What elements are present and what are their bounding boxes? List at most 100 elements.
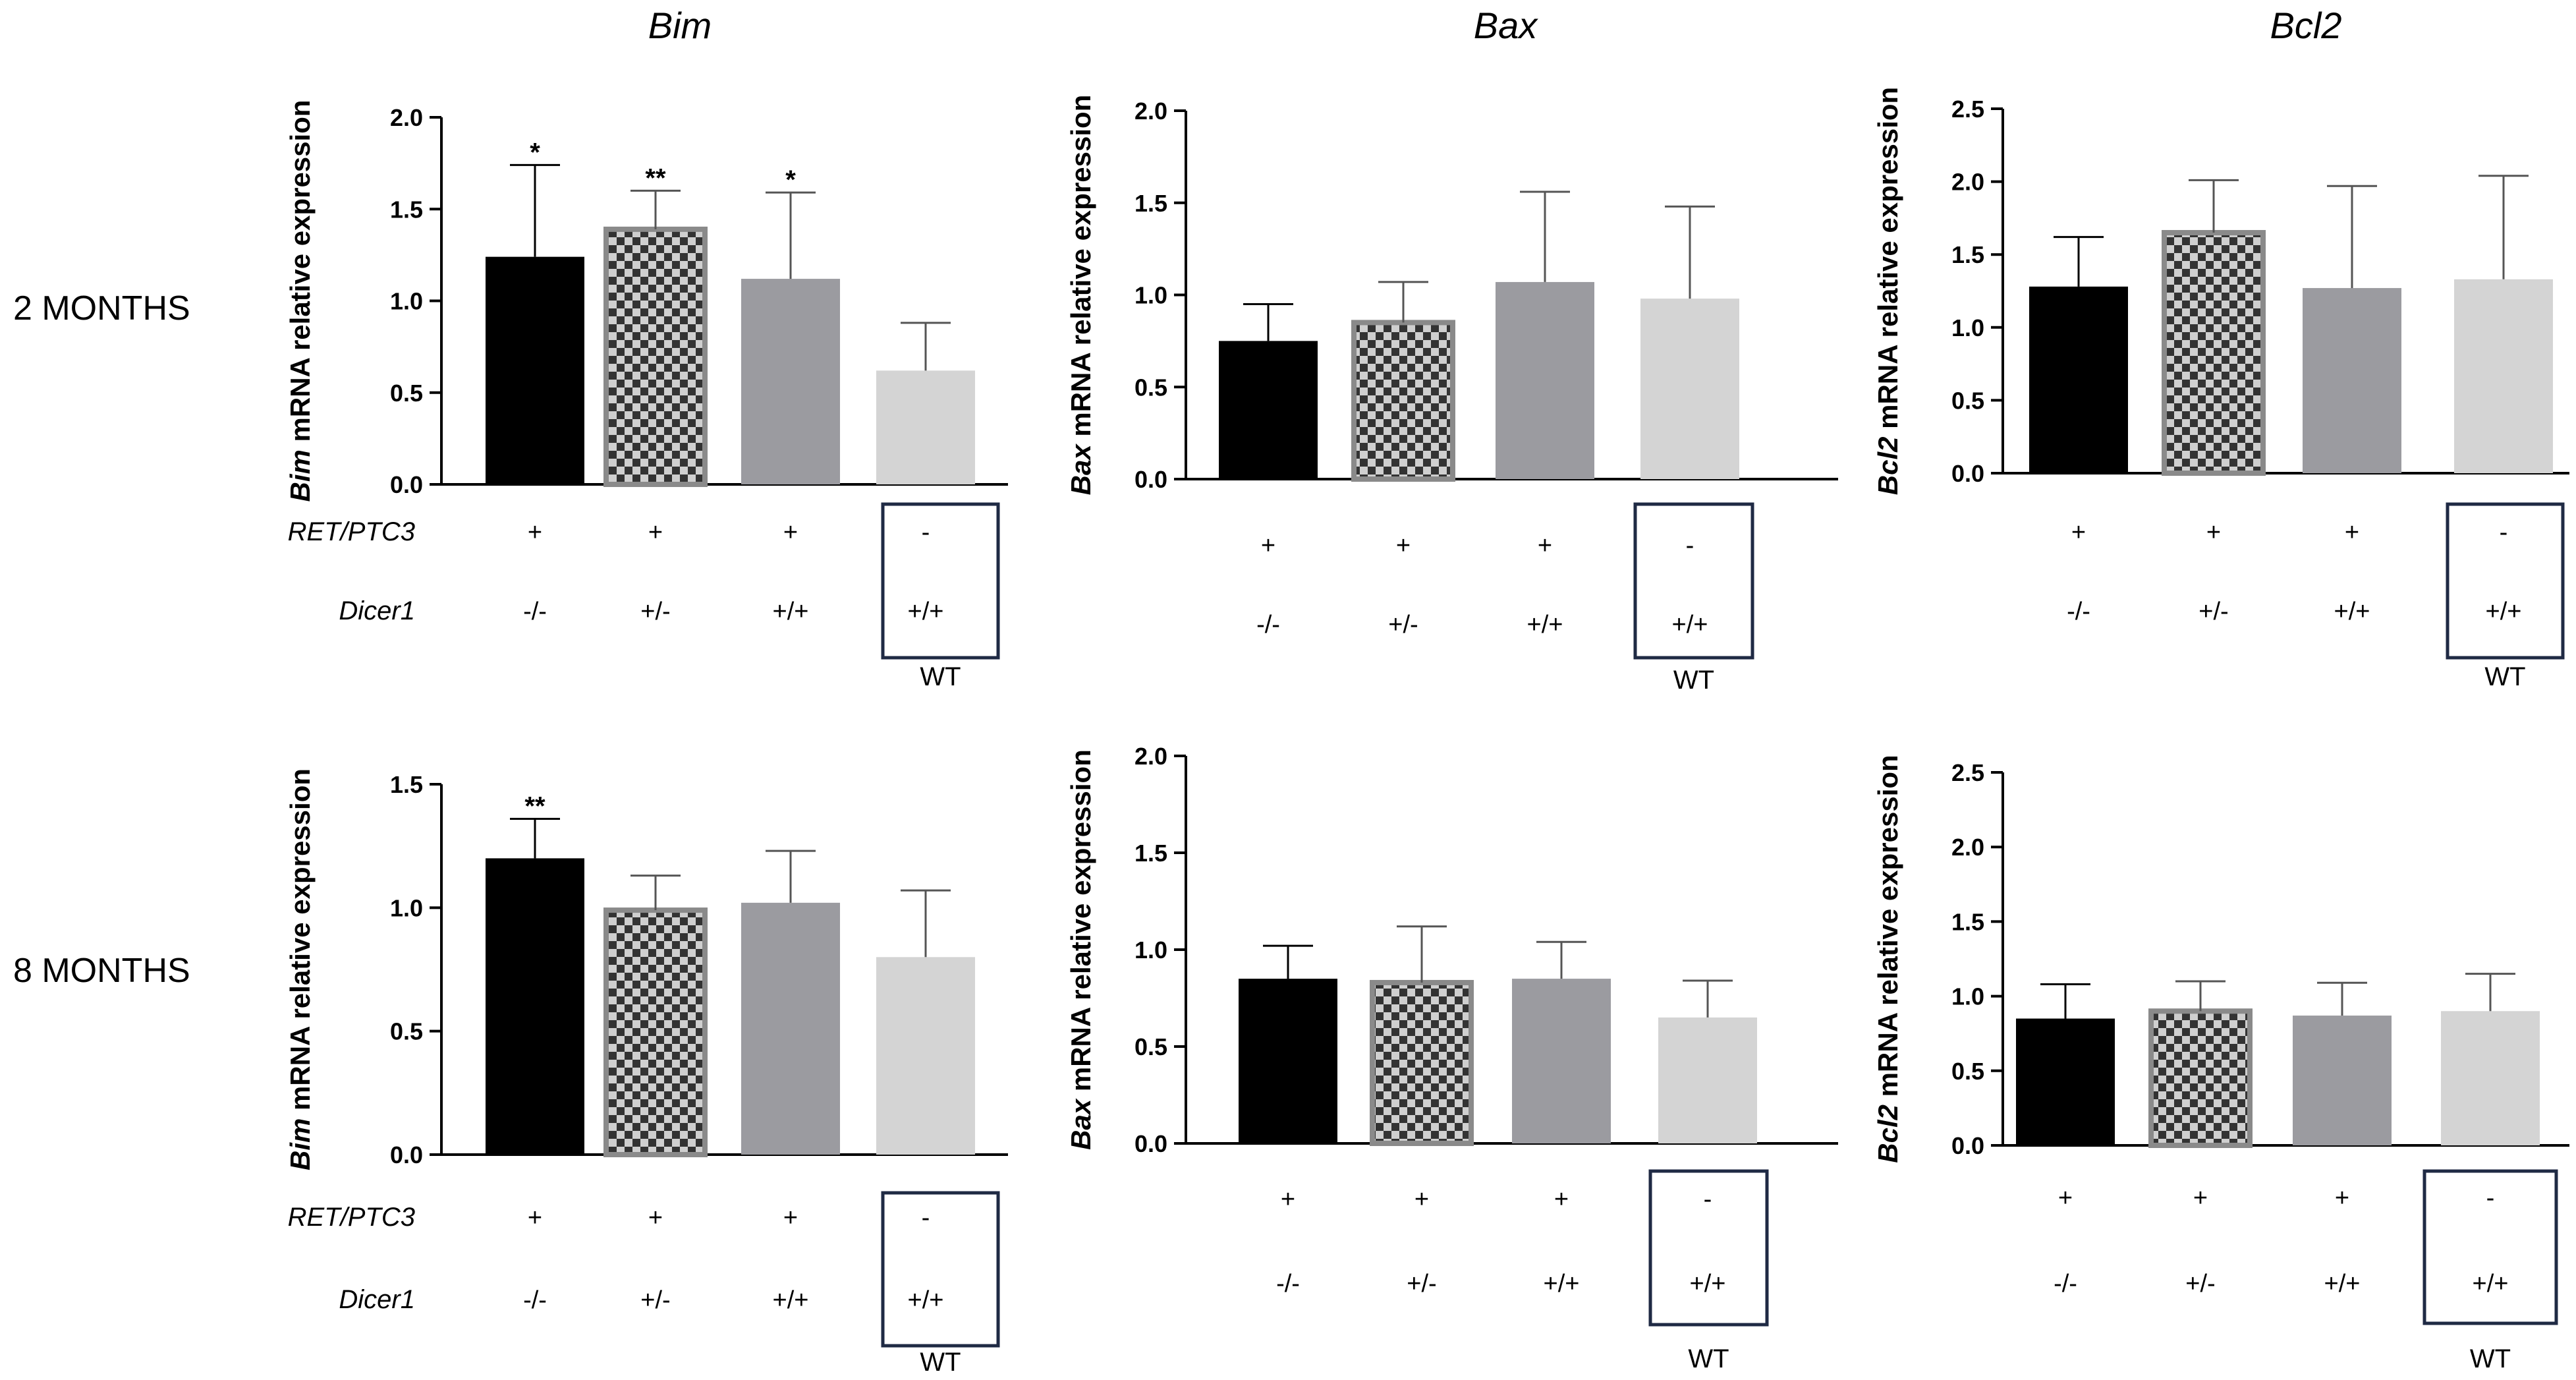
dicer1-value: +/- bbox=[1407, 1270, 1436, 1298]
dicer1-value: +/+ bbox=[2324, 1270, 2361, 1298]
y-tick-label: 1.0 bbox=[1134, 282, 1167, 309]
wt-label: WT bbox=[1673, 666, 1714, 695]
bar bbox=[1219, 341, 1318, 479]
ret-ptc3-value: + bbox=[1538, 532, 1552, 560]
ret-ptc3-value: + bbox=[1414, 1186, 1429, 1213]
y-tick-label: 1.5 bbox=[1134, 840, 1167, 867]
row-label-2-months: 2 MONTHS bbox=[13, 289, 190, 328]
dicer1-value: -/- bbox=[1276, 1270, 1300, 1298]
wt-label: WT bbox=[920, 662, 961, 691]
ret-ptc3-value: + bbox=[2335, 1184, 2349, 1212]
ret-ptc3-label: RET/PTC3 bbox=[288, 1203, 415, 1232]
dicer1-value: +/+ bbox=[773, 598, 809, 625]
significance-label: * bbox=[785, 165, 796, 194]
y-tick-label: 0.5 bbox=[1951, 387, 1984, 414]
dicer1-value: +/+ bbox=[1544, 1270, 1580, 1298]
y-tick-label: 2.5 bbox=[1951, 96, 1984, 123]
ret-ptc3-value: - bbox=[1704, 1186, 1712, 1213]
dicer1-value: -/- bbox=[2067, 598, 2090, 625]
y-tick-label: 0.0 bbox=[1951, 1132, 1984, 1159]
dicer1-value: -/- bbox=[1256, 611, 1280, 639]
y-axis-label-gene: Bcl2 bbox=[1872, 436, 1903, 495]
wt-box bbox=[2446, 502, 2565, 660]
y-tick-label: 2.0 bbox=[390, 104, 423, 131]
bar bbox=[2454, 279, 2553, 473]
y-tick-label: 1.5 bbox=[390, 196, 423, 223]
ret-ptc3-value: - bbox=[2486, 1184, 2495, 1212]
y-tick-label: 2.0 bbox=[1134, 743, 1167, 770]
y-axis-label: Bax mRNA relative expression bbox=[1065, 749, 1096, 1150]
ret-ptc3-value: + bbox=[648, 519, 663, 546]
ret-ptc3-value: - bbox=[922, 1204, 930, 1232]
ret-ptc3-value: + bbox=[783, 519, 798, 546]
y-tick-label: 1.0 bbox=[390, 894, 423, 921]
y-tick-label: 0.5 bbox=[390, 1018, 423, 1045]
ret-ptc3-value: + bbox=[2058, 1184, 2073, 1212]
bar bbox=[1351, 320, 1455, 482]
ret-ptc3-value: + bbox=[1396, 532, 1411, 560]
y-axis-label-suffix: mRNA relative expression bbox=[1065, 749, 1096, 1099]
chart-panel-5: 0.0 0.5 1.0 1.5 2.0 Bax mRNA relative express… bbox=[1065, 743, 1838, 1373]
dicer1-value: +/- bbox=[1388, 611, 1418, 639]
wt-label: WT bbox=[1688, 1344, 1729, 1373]
y-tick-label: 0.0 bbox=[1951, 460, 1984, 487]
y-axis-label-gene: Bim bbox=[285, 1118, 316, 1170]
ret-ptc3-value: - bbox=[922, 519, 930, 546]
row-label-8-months: 8 MONTHS bbox=[13, 952, 190, 990]
y-tick-label: 2.0 bbox=[1951, 169, 1984, 196]
dicer1-value: -/- bbox=[523, 1286, 547, 1314]
y-tick-label: 1.5 bbox=[1134, 190, 1167, 217]
bar bbox=[1239, 979, 1337, 1143]
y-tick-label: 1.5 bbox=[1951, 241, 1984, 268]
y-axis-label-suffix: mRNA relative expression bbox=[1872, 755, 1903, 1105]
chart-panel-1: 0.0 0.5 1.0 1.5 2.0 Bim mRNA relative express… bbox=[285, 100, 1008, 691]
wt-label: WT bbox=[2470, 1344, 2511, 1373]
y-axis-label-suffix: mRNA relative expression bbox=[1065, 95, 1096, 445]
y-tick-label: 1.0 bbox=[390, 288, 423, 315]
ret-ptc3-value: + bbox=[1281, 1186, 1295, 1213]
ret-ptc3-value: + bbox=[2345, 519, 2359, 546]
dicer1-value: +/+ bbox=[2334, 598, 2370, 625]
ret-ptc3-value: + bbox=[2071, 519, 2086, 546]
bar bbox=[741, 279, 840, 484]
bar bbox=[1512, 979, 1611, 1143]
dicer1-value: +/- bbox=[2198, 598, 2228, 625]
chart-panels: 0.0 0.5 1.0 1.5 2.0 Bim mRNA relative express… bbox=[285, 87, 2569, 1377]
chart-panel-6: 0.0 0.5 1.0 1.5 2.0 2.5 Bcl2 mRNA relative exp… bbox=[1872, 755, 2569, 1373]
wt-label: WT bbox=[920, 1348, 961, 1377]
y-tick-label: 1.0 bbox=[1951, 314, 1984, 341]
bar bbox=[486, 256, 584, 484]
significance-label: ** bbox=[645, 163, 666, 192]
ret-ptc3-value: + bbox=[2206, 519, 2221, 546]
y-axis-label-gene: Bim bbox=[285, 449, 316, 502]
bar bbox=[876, 370, 975, 484]
bar bbox=[2162, 230, 2266, 476]
wt-box bbox=[1648, 1169, 1769, 1327]
wt-box bbox=[2422, 1169, 2558, 1325]
ret-ptc3-value: + bbox=[528, 1204, 542, 1232]
dicer1-value: +/+ bbox=[1690, 1270, 1726, 1298]
y-tick-label: 1.0 bbox=[1951, 983, 1984, 1010]
dicer1-label: Dicer1 bbox=[339, 1285, 415, 1314]
y-tick-label: 0.5 bbox=[390, 380, 423, 407]
column-title-bcl2: Bcl2 bbox=[2270, 5, 2342, 46]
y-tick-label: 1.0 bbox=[1134, 936, 1167, 963]
y-tick-label: 0.5 bbox=[1134, 374, 1167, 401]
bar bbox=[2016, 1018, 2115, 1145]
y-tick-label: 0.0 bbox=[1134, 466, 1167, 493]
ret-ptc3-value: + bbox=[648, 1204, 663, 1232]
chart-panel-2: 0.0 0.5 1.0 1.5 2.0 Bax mRNA relative express… bbox=[1065, 95, 1838, 695]
y-axis-label-suffix: mRNA relative expression bbox=[285, 100, 316, 449]
bar bbox=[2303, 288, 2401, 473]
dicer1-value: +/+ bbox=[908, 598, 944, 625]
y-axis-label-suffix: mRNA relative expression bbox=[1872, 87, 1903, 437]
y-axis-label: Bim mRNA relative expression bbox=[285, 768, 316, 1170]
ret-ptc3-value: - bbox=[1686, 532, 1694, 560]
bar bbox=[1640, 299, 1739, 479]
y-tick-label: 2.0 bbox=[1134, 98, 1167, 125]
y-axis-label: Bim mRNA relative expression bbox=[285, 100, 316, 502]
y-axis-label-gene: Bax bbox=[1065, 444, 1096, 496]
ret-ptc3-label: RET/PTC3 bbox=[288, 517, 415, 546]
y-tick-label: 0.5 bbox=[1951, 1058, 1984, 1085]
